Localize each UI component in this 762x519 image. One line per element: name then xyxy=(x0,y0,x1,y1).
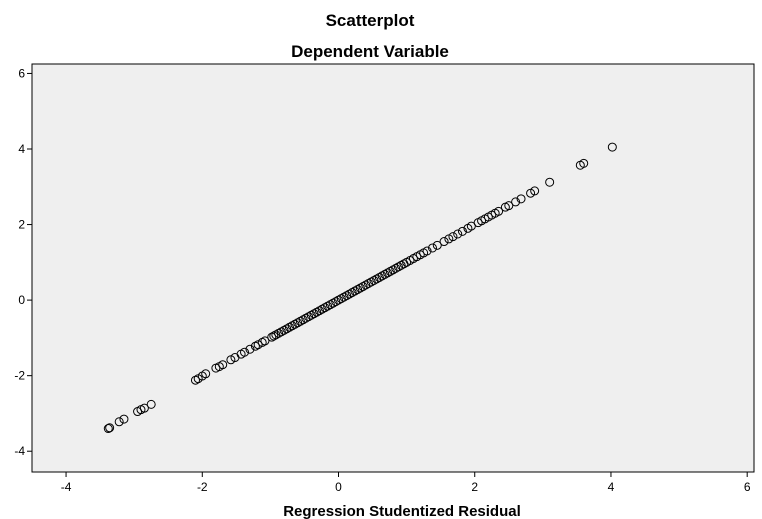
scatter-point xyxy=(250,341,260,351)
x-tick-label: 2 xyxy=(471,480,478,494)
scatter-point xyxy=(257,337,267,347)
scatter-point xyxy=(393,262,403,272)
scatter-point xyxy=(391,263,401,273)
scatter-point xyxy=(494,206,504,216)
scatter-point xyxy=(607,142,617,152)
scatter-points xyxy=(103,142,617,434)
x-tick-label: 6 xyxy=(744,480,751,494)
scatter-point xyxy=(377,271,387,281)
scatter-point xyxy=(301,313,311,323)
scatter-point xyxy=(374,272,384,282)
scatter-point xyxy=(363,278,373,288)
scatter-point xyxy=(284,322,294,332)
scatter-point xyxy=(314,306,324,316)
x-tick-label: -2 xyxy=(197,480,208,494)
scatter-point xyxy=(323,301,333,311)
x-tick-label: 0 xyxy=(335,480,342,494)
scatter-point xyxy=(339,292,349,302)
scatter-point xyxy=(269,331,279,341)
scatter-point xyxy=(317,304,327,314)
scatter-point xyxy=(504,201,514,211)
scatter-point xyxy=(350,286,360,296)
scatter-point xyxy=(428,243,438,253)
scatter-point xyxy=(279,325,289,335)
scatter-point xyxy=(448,232,458,242)
scatter-point xyxy=(372,274,382,284)
scatter-point xyxy=(293,318,303,328)
scatter-point xyxy=(328,298,338,308)
y-tick-label: 0 xyxy=(18,293,25,307)
scatter-point xyxy=(295,316,305,326)
scatter-point xyxy=(530,186,540,196)
chart-title: Scatterplot xyxy=(326,11,415,30)
scatter-point xyxy=(119,414,129,424)
scatter-point xyxy=(201,369,211,379)
scatter-point xyxy=(385,266,395,276)
y-tick-label: -4 xyxy=(14,444,25,458)
scatter-point xyxy=(422,246,432,256)
scatter-point xyxy=(453,229,463,239)
scatter-point xyxy=(355,283,365,293)
scatter-point xyxy=(331,297,341,307)
scatter-point xyxy=(388,265,398,275)
scatter-point xyxy=(304,312,314,322)
scatter-point xyxy=(380,269,390,279)
x-tick-label: 4 xyxy=(608,480,615,494)
scatter-point xyxy=(146,399,156,409)
scatter-point xyxy=(290,319,300,329)
x-tick-label: -4 xyxy=(61,480,72,494)
y-tick-label: 2 xyxy=(18,218,25,232)
scatter-point xyxy=(282,324,292,334)
scatter-point xyxy=(325,300,335,310)
scatter-point xyxy=(396,260,406,270)
scatter-point xyxy=(361,280,371,290)
scatter-point xyxy=(103,424,113,434)
scatter-point xyxy=(439,237,449,247)
x-axis-title: Regression Studentized Residual xyxy=(283,503,521,519)
scatter-point xyxy=(347,288,357,298)
scatter-point xyxy=(344,289,354,299)
scatter-point xyxy=(457,226,467,236)
scatter-point xyxy=(383,268,393,278)
scatter-point xyxy=(114,417,124,427)
scatter-point xyxy=(516,194,526,204)
scatter-point xyxy=(139,403,149,413)
y-tick-label: 4 xyxy=(18,142,25,156)
scatter-point xyxy=(240,347,250,357)
scatter-point xyxy=(342,291,352,301)
scatter-point xyxy=(358,282,368,292)
scatter-point xyxy=(298,315,308,325)
scatter-point xyxy=(545,177,555,187)
y-tick-label: -2 xyxy=(14,369,25,383)
scatter-point xyxy=(276,327,286,337)
scatter-point xyxy=(312,307,322,317)
scatter-point xyxy=(190,375,200,385)
scatter-point xyxy=(218,360,228,370)
scatter-point xyxy=(271,330,281,340)
scatter-point xyxy=(432,240,442,250)
y-tick-label: 6 xyxy=(18,66,25,80)
scatter-point xyxy=(336,294,346,304)
scatter-point xyxy=(245,344,255,354)
scatter-point xyxy=(369,275,379,285)
scatter-point xyxy=(260,336,270,346)
scatter-point xyxy=(105,423,115,433)
scatter-point xyxy=(366,277,376,287)
scatter-point xyxy=(511,197,521,207)
chart-subtitle: Dependent Variable xyxy=(291,42,449,61)
scatter-point xyxy=(287,321,297,331)
x-axis: -4 -2 0 2 4 6 xyxy=(61,472,751,494)
scatter-point xyxy=(353,285,363,295)
scatter-point xyxy=(274,328,284,338)
scatter-point xyxy=(334,295,344,305)
scatter-point xyxy=(309,309,319,319)
y-axis: -4 -2 0 2 4 6 xyxy=(14,66,32,458)
scatter-point xyxy=(579,158,589,168)
scatter-point xyxy=(320,303,330,313)
scatter-point xyxy=(306,310,316,320)
